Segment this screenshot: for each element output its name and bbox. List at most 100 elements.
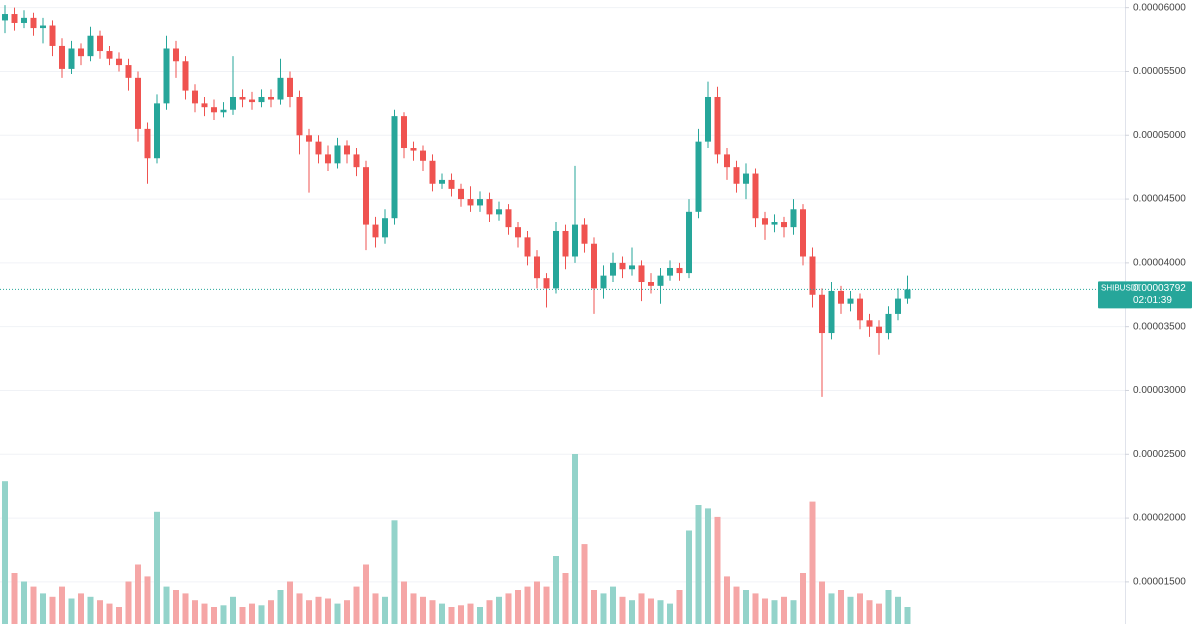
volume-bar [515, 590, 521, 624]
candle-body [40, 25, 46, 29]
volume-bar [524, 586, 531, 624]
volume-bar [78, 593, 84, 624]
volume-bar [353, 586, 360, 624]
volume-bar [686, 530, 692, 624]
volume-bar [315, 596, 322, 624]
candle-body [752, 173, 759, 219]
volume-bar [306, 600, 312, 624]
candle-body [895, 298, 901, 314]
volume-bar [543, 586, 550, 624]
candle-body [306, 135, 312, 142]
candle-body [819, 294, 825, 334]
volume-bar [714, 516, 721, 624]
volume-bar [800, 573, 806, 624]
candle-body [353, 154, 360, 168]
volume-bar [904, 607, 911, 624]
volume-bar [420, 596, 426, 624]
volume-bar [30, 586, 37, 624]
volume-bar [59, 586, 65, 624]
candle-body [11, 14, 18, 23]
candle-body [705, 96, 711, 142]
candle-body [600, 275, 607, 289]
y-tick-label: 0.00003000 [1133, 385, 1186, 396]
volume-bar [866, 600, 873, 624]
volume-bar [49, 596, 56, 624]
volume-bar [857, 593, 863, 624]
candle-body [163, 48, 170, 104]
volume-bar [154, 511, 160, 624]
candle-body [657, 275, 664, 286]
last-price-badge [1098, 281, 1192, 309]
y-tick-label: 0.00003500 [1133, 321, 1186, 332]
candle-body [591, 243, 597, 289]
candle-body [182, 61, 189, 91]
volume-bar [581, 544, 588, 624]
volume-bar [895, 596, 901, 624]
candle-body [97, 35, 103, 52]
candle-body [458, 188, 464, 200]
volume-bar [287, 581, 293, 624]
volume-bar [144, 576, 151, 624]
volume-bar [201, 603, 208, 624]
candle-body [809, 256, 816, 295]
volume-bar [40, 593, 46, 624]
candle-body [743, 173, 749, 184]
volume-bar [239, 607, 246, 624]
candle-body [496, 209, 502, 215]
volume-bar [572, 454, 578, 624]
candle-body [790, 209, 797, 228]
y-tick-label: 0.00005000 [1133, 130, 1186, 141]
volume-bar [885, 590, 892, 624]
countdown-label: 02:01:39 [1133, 295, 1172, 306]
volume-bar [781, 596, 787, 624]
volume-bar [591, 590, 597, 624]
candle-body [135, 77, 141, 129]
volume-bar [116, 607, 122, 624]
candle-body [581, 224, 588, 244]
volume-bar [258, 605, 265, 624]
volume-bar [809, 501, 816, 624]
volume-bar [819, 581, 825, 624]
candle-body [638, 265, 645, 283]
symbol-label: SHIBUSDT [1101, 284, 1142, 293]
candle-body [828, 290, 835, 334]
volume-bar [135, 564, 141, 624]
candle-body [781, 222, 787, 228]
candle-body [192, 90, 198, 104]
volume-bar [486, 600, 493, 624]
candle-body [771, 222, 778, 225]
y-tick-label: 0.00004500 [1133, 194, 1186, 205]
volume-bar [249, 603, 255, 624]
volume-bar [724, 576, 730, 624]
candle-body [87, 35, 94, 57]
candle-body [78, 48, 84, 57]
volume-bar [211, 607, 217, 624]
volume-bar [87, 596, 94, 624]
volume-bar [667, 603, 673, 624]
volume-bar [610, 586, 616, 624]
candle-body [315, 141, 322, 155]
candle-body [116, 58, 122, 66]
candle-body [249, 99, 255, 103]
volume-bar [562, 573, 569, 624]
candle-body [847, 298, 854, 304]
volume-bar [230, 596, 236, 624]
volume-bar [382, 596, 388, 624]
candle-body [648, 282, 654, 286]
volume-bar [182, 593, 189, 624]
candle-body [30, 17, 37, 29]
candle-body [296, 96, 303, 136]
candle-body [391, 116, 398, 219]
candle-body [524, 237, 531, 257]
volume-bar [496, 596, 502, 624]
volume-bar [391, 520, 398, 624]
candle-body [144, 128, 151, 159]
candle-body [439, 179, 445, 184]
candle-body [857, 298, 863, 321]
volume-bar [553, 556, 559, 624]
volume-bar [125, 581, 132, 624]
candle-body [420, 150, 426, 161]
candle-body [714, 96, 721, 155]
candle-body [667, 267, 673, 276]
